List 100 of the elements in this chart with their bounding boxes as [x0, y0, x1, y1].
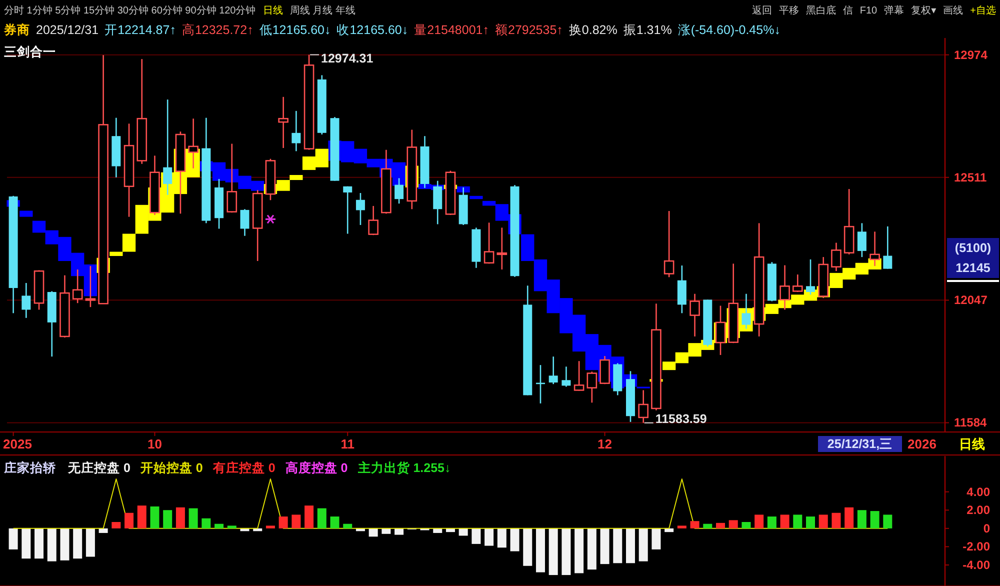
annotation: 11583.59: [655, 412, 707, 426]
text: 收12165.60↓: [336, 23, 408, 37]
text: 额2792535↑: [495, 23, 563, 37]
y-tick-label: 12047: [954, 293, 988, 308]
y-tick-label: 12974: [954, 48, 988, 62]
candlestick: [831, 242, 842, 272]
chart-title: 庄家抬轿: [3, 460, 56, 475]
bar: [497, 528, 506, 548]
candlestick: [278, 96, 288, 149]
candlestick: [484, 222, 494, 264]
bar: [382, 528, 391, 534]
text: 2026: [908, 436, 936, 452]
text: 分时 1分钟 5分钟 15分钟 30分钟 60分钟 90分钟 120分钟: [4, 4, 256, 16]
bar: [793, 514, 802, 528]
text: 低12165.60↓: [259, 23, 331, 37]
bar: [548, 528, 558, 576]
y-tick-label: 0: [983, 521, 990, 536]
bar: [677, 526, 686, 528]
candlestick: [394, 178, 404, 204]
candlestick: [22, 282, 31, 319]
text: 日线: [959, 436, 985, 452]
bar: [742, 522, 751, 528]
text: 返回: [752, 4, 772, 16]
bar: [857, 510, 866, 528]
bar: [844, 507, 854, 528]
candlestick: [857, 222, 866, 258]
bar: [703, 524, 712, 528]
candlestick: [664, 210, 674, 278]
bar: [806, 516, 816, 528]
bar: [137, 506, 146, 528]
bar: [122, 234, 136, 252]
y-tick-label: -4.00: [962, 558, 990, 572]
candlestick: [356, 192, 365, 226]
bar: [22, 528, 31, 559]
bar: [317, 508, 326, 528]
candlestick: [496, 227, 508, 270]
bar: [587, 528, 596, 570]
bar: [626, 528, 635, 564]
text: 周线 月线 年线: [290, 4, 356, 16]
bar: [536, 528, 545, 572]
bar: [292, 514, 301, 528]
legend-label: 高度控盘 0: [285, 460, 348, 475]
text: 复权▾: [911, 4, 936, 16]
candlestick: [574, 360, 584, 392]
y-tick-label: 4.00: [966, 484, 990, 499]
candlestick: [780, 264, 790, 310]
bar: [163, 510, 172, 528]
bar: [343, 524, 352, 528]
bar: [34, 528, 44, 559]
text: 12145: [956, 261, 990, 275]
candlestick: [368, 205, 378, 236]
candlestick: [240, 208, 250, 237]
bar: [600, 528, 610, 564]
candlestick: [226, 143, 238, 214]
bar: [98, 528, 108, 533]
x-tick-label: 12: [598, 436, 612, 452]
chart-title: 三剑合一: [4, 44, 56, 59]
text: 信: [842, 4, 853, 16]
bar: [652, 528, 661, 550]
bar: [470, 196, 483, 200]
bar: [728, 520, 738, 528]
x-tick-label: 11: [340, 436, 354, 452]
bar: [8, 528, 18, 550]
bar: [124, 512, 134, 528]
text: 券商: [3, 22, 30, 37]
bar: [278, 516, 288, 528]
candlestick: [292, 110, 301, 152]
bar: [20, 210, 33, 217]
x-tick-label: 2025: [3, 436, 32, 452]
bar: [780, 514, 790, 528]
bar: [883, 514, 892, 528]
candlestick: [586, 371, 598, 404]
text: F10: [860, 6, 878, 16]
bar: [510, 528, 520, 552]
bar: [60, 528, 70, 560]
candlestick: [85, 265, 96, 308]
bar: [716, 522, 725, 528]
bar: [754, 514, 764, 528]
candlestick: [343, 186, 352, 234]
candlestick: [806, 258, 816, 296]
bar: [330, 516, 340, 528]
y-tick-label: -2.00: [962, 540, 990, 554]
bar: [47, 528, 56, 562]
text: 无庄控盘 0: [67, 460, 130, 475]
bar: [176, 507, 185, 528]
text: (5100): [954, 241, 992, 255]
bar: [523, 528, 532, 566]
candlestick: [163, 98, 172, 196]
bar: [613, 528, 622, 564]
bar: [73, 528, 82, 559]
bar: [472, 528, 481, 544]
text: 开12214.87↑: [104, 23, 176, 37]
text: 日线: [262, 4, 283, 16]
bar: [638, 528, 648, 562]
candlestick: [562, 366, 571, 388]
bar: [214, 524, 224, 528]
bar: [832, 512, 841, 528]
bar: [574, 528, 584, 574]
text: 涨(-54.60)-0.45%↓: [678, 23, 780, 37]
annotation: 12974.31: [321, 52, 374, 66]
